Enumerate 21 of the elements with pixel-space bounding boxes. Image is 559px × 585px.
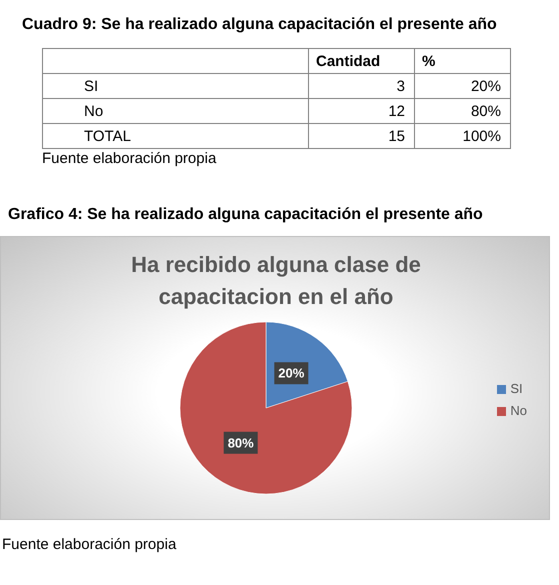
legend-label: No — [510, 403, 527, 418]
data-label: 100% — [462, 128, 501, 144]
data-label: 80% — [228, 435, 254, 450]
data-label: 80% — [470, 102, 501, 120]
data-label: 20% — [278, 366, 305, 381]
text: Cuadro 9: Se ha realizado alguna capacitación el presente año — [22, 16, 497, 33]
category-label: No — [84, 102, 104, 120]
category-label: SI — [84, 78, 98, 94]
chart-title: Ha recibido alguna clase de capacitacion en el año — [131, 252, 421, 309]
pie-slice — [180, 322, 352, 494]
text: Cantidad — [316, 52, 380, 70]
data-label: 15 — [388, 128, 405, 144]
data-label: 20% — [470, 78, 501, 94]
data-label: 3 — [396, 78, 405, 94]
source-note: Fuente elaboración propia — [42, 150, 216, 167]
source-note: Fuente elaboración propia — [2, 536, 176, 553]
category-label: TOTAL — [84, 128, 131, 144]
data-label: 12 — [388, 102, 405, 120]
text: % — [422, 52, 436, 70]
text: Grafico 4: Se ha realizado alguna capacitación el presente año — [8, 206, 483, 223]
legend-label: SI — [510, 381, 523, 396]
